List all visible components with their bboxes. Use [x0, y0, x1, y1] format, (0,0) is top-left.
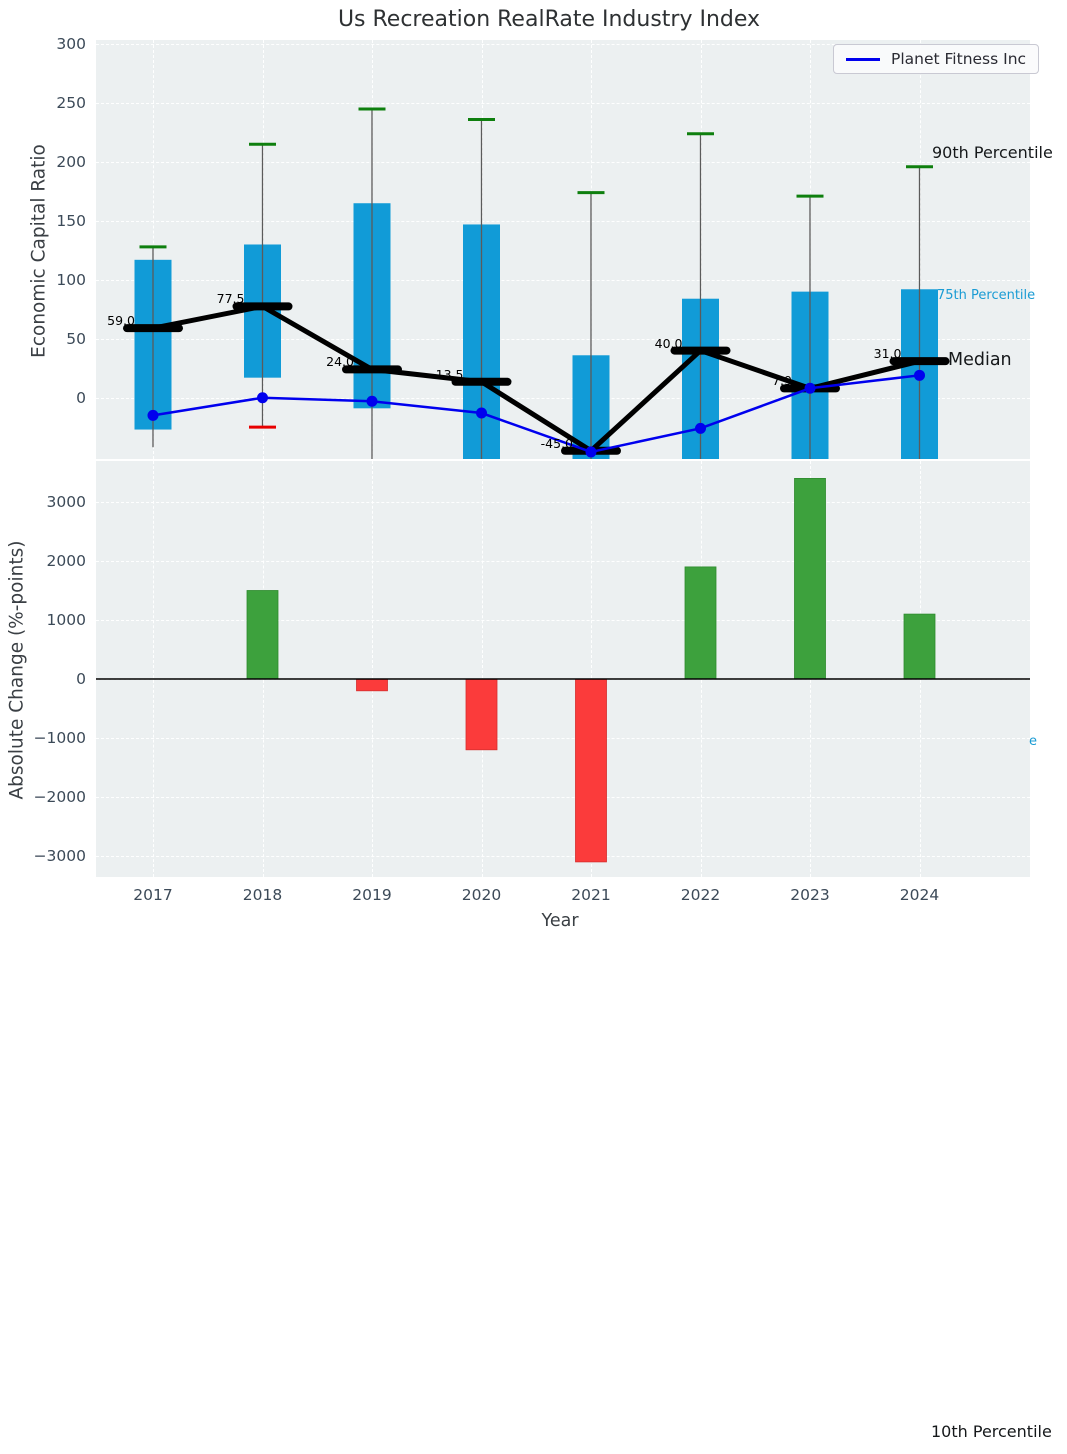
company-point-2018 — [257, 392, 268, 404]
company-point-2023 — [804, 382, 816, 394]
plot-svg — [123, 107, 950, 459]
x-tick-label: 2022 — [680, 886, 721, 904]
x-tick-label: 2017 — [133, 886, 173, 904]
y-tick-label: 200 — [56, 152, 86, 171]
median-value-label-2017: 59.0 — [107, 313, 135, 329]
change-bar-2024 — [903, 613, 936, 680]
y-tick-label: 3000 — [46, 493, 86, 511]
annotation-clipped-label-fragment: e — [1029, 734, 1037, 749]
x-axis-label: Year — [541, 911, 579, 931]
median-value-label-2019: 24.0 — [326, 354, 354, 370]
y-tick-label: −2000 — [33, 787, 86, 806]
chart-title: Us Recreation RealRate Industry Index — [337, 7, 761, 32]
gridline-h — [96, 796, 1030, 798]
change-bar-2020 — [465, 678, 498, 751]
gridline-v — [481, 461, 483, 877]
top-panel — [96, 40, 1030, 459]
gridline-h — [96, 220, 1030, 222]
y-tick-label: 50 — [66, 329, 86, 348]
gridline-h — [96, 737, 1030, 739]
gridline-h — [96, 279, 1030, 281]
gridline-h — [96, 338, 1030, 340]
x-tick-label: 2018 — [242, 886, 283, 904]
annotation-90th-percentile: 90th Percentile — [932, 143, 1053, 162]
bottom-panel — [96, 461, 1030, 877]
company-point-2020 — [476, 407, 487, 419]
y-tick-label: 0 — [76, 388, 86, 407]
y-tick-label: 150 — [56, 211, 86, 230]
gridline-v — [591, 461, 592, 877]
x-tick-label: 2019 — [352, 886, 392, 904]
plot-svg — [96, 478, 1030, 863]
y-tick-label: −3000 — [33, 846, 86, 865]
median-value-label-2018: 77.5 — [216, 291, 245, 307]
legend-line-swatch — [846, 57, 880, 61]
y-tick-label: 1000 — [46, 611, 86, 629]
x-tick-label: 2021 — [571, 886, 611, 904]
company-point-2019 — [366, 395, 378, 407]
gridline-h — [96, 561, 1030, 562]
gridline-h — [96, 620, 1030, 621]
annotation-10th-percentile: 10th Percentile — [931, 1422, 1052, 1441]
median-value-label-2022: 40.0 — [654, 335, 683, 351]
gridline-h — [96, 44, 1030, 46]
gridline-v — [372, 461, 373, 877]
median-value-label-2020: 13.5 — [435, 366, 464, 382]
change-bar-2023 — [794, 478, 826, 680]
y-tick-label: 100 — [56, 270, 86, 289]
y-tick-label: 300 — [56, 35, 86, 54]
y-tick-label: 2000 — [46, 552, 86, 570]
gridline-h — [96, 855, 1030, 857]
gridline-h — [96, 161, 1030, 163]
y-tick-label: 0 — [76, 670, 86, 688]
annotation-75th-percentile: 75th Percentile — [937, 288, 1036, 303]
median-line — [152, 303, 921, 454]
x-tick-label: 2024 — [899, 886, 940, 904]
change-bar-2022 — [684, 566, 717, 680]
median-value-label-2023: 7.9 — [772, 373, 792, 389]
gridline-h — [96, 103, 1030, 105]
company-point-2017 — [147, 409, 159, 421]
median-value-label-2021: -45.0 — [540, 435, 573, 451]
median-value-label-2024: 31.0 — [873, 346, 902, 362]
company-line — [152, 374, 920, 454]
gridline-h — [96, 397, 1030, 399]
company-point-2022 — [695, 422, 706, 434]
legend: Planet Fitness Inc — [833, 44, 1040, 74]
x-tick-label: 2020 — [461, 886, 502, 904]
company-point-2021 — [585, 446, 597, 458]
legend-label: Planet Fitness Inc — [891, 50, 1027, 68]
company-point-2024 — [914, 369, 925, 381]
change-bar-2018 — [246, 590, 279, 680]
annotation-median: Median — [948, 350, 1012, 370]
y-tick-label: 250 — [56, 94, 86, 113]
top-y-axis-label: Economic Capital Ratio — [28, 144, 50, 358]
y-tick-label: −1000 — [33, 728, 86, 747]
gridline-v — [153, 461, 154, 877]
change-bar-2019 — [356, 678, 388, 692]
x-tick-label: 2023 — [790, 886, 830, 904]
change-bar-2021 — [575, 678, 607, 863]
gridline-h — [96, 502, 1030, 503]
